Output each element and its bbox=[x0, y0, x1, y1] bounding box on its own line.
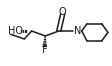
Text: O: O bbox=[58, 7, 66, 17]
Text: F: F bbox=[41, 45, 47, 55]
Text: HO: HO bbox=[8, 26, 23, 36]
Text: N: N bbox=[73, 26, 80, 36]
